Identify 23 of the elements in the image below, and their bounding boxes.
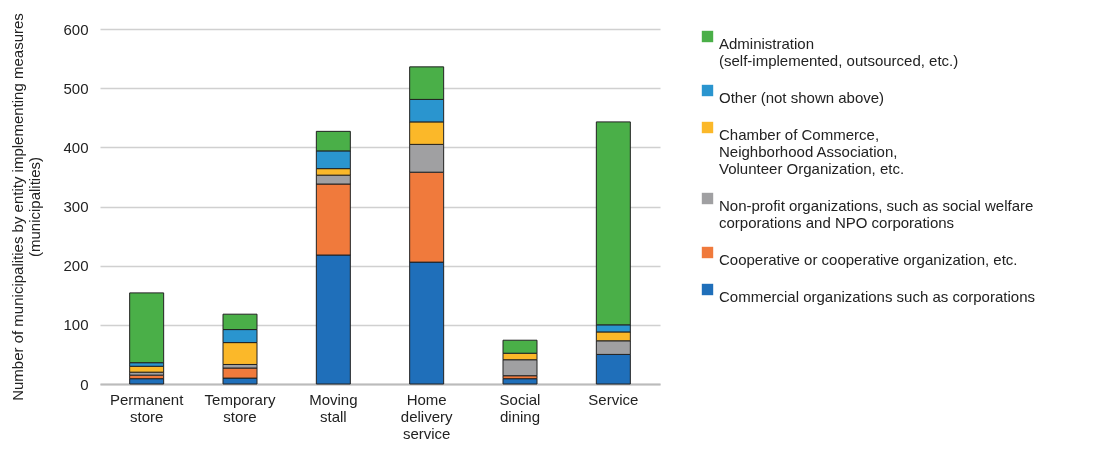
- x-tick-label: Moving stall: [309, 390, 358, 425]
- legend-label: Cooperative or cooperative organization, etc.: [719, 250, 1018, 268]
- x-tick-label: Home delivery service: [400, 390, 454, 442]
- y-tick-label: 100: [63, 316, 89, 334]
- x-tick-label: Service: [588, 390, 639, 408]
- x-tick-label: Temporary store: [204, 390, 276, 425]
- y-axis-title: Number of municipalities by entity implementing measures (municipalities): [9, 13, 44, 401]
- legend-label: Commercial organizations such as corporations: [719, 287, 1035, 305]
- y-tick-label: 200: [63, 257, 89, 275]
- bar: [129, 292, 165, 364]
- y-tick-label: 400: [63, 138, 89, 156]
- legend-label: Non-profit organizations, such as social welfare corporations and NPO corporations: [719, 196, 1034, 231]
- legend-label: Other (not shown above): [719, 88, 885, 106]
- legend-label: Chamber of Commerce, Neighborhood Association, Volunteer Organization, etc.: [719, 125, 905, 177]
- bar: [502, 378, 538, 385]
- y-tick-label: 600: [63, 20, 89, 38]
- x-tick-label: Social dining: [499, 390, 541, 425]
- y-tick-label: 500: [63, 79, 89, 97]
- y-tick-label: 0: [80, 375, 89, 393]
- x-tick-label: Permanent store: [109, 390, 185, 425]
- bar: [129, 378, 165, 385]
- y-tick-label: 300: [63, 198, 89, 215]
- legend-label: Administration (self-implemented, outsourced, etc.): [719, 34, 959, 69]
